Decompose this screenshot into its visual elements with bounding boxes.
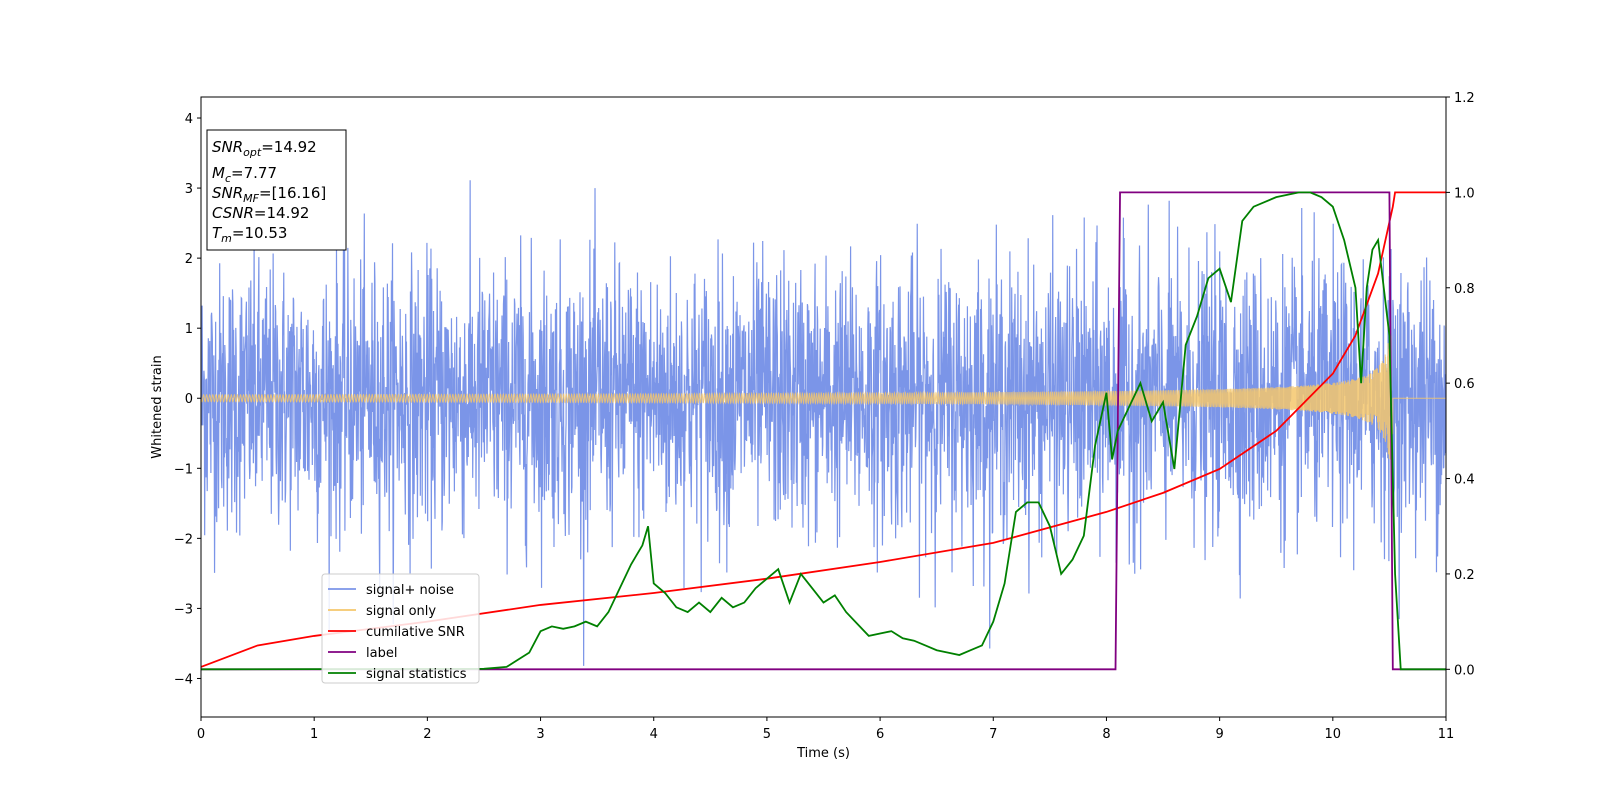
series-signal-only-line	[201, 335, 1446, 460]
tm-value: =10.53	[232, 224, 288, 242]
snr-mf-symbol: SNR	[212, 184, 243, 202]
legend-label: cumilative SNR	[366, 625, 465, 640]
x-tick-label: 1	[310, 727, 318, 742]
mc-value: =7.77	[231, 164, 277, 182]
x-tick-label: 10	[1325, 727, 1342, 742]
y-left-tick-label: −2	[174, 532, 193, 547]
mc-sub: c	[225, 172, 231, 185]
y-left-tick-label: 3	[185, 182, 193, 197]
y-left-tick-label: −3	[174, 602, 193, 617]
legend-label: signal+ noise	[366, 583, 454, 598]
snr-opt-symbol: SNR	[212, 138, 243, 156]
snr-opt-value: =14.92	[261, 138, 317, 156]
csnr-value: =14.92	[254, 204, 310, 222]
y-left-tick-label: 2	[185, 252, 193, 267]
x-tick-label: 9	[1215, 727, 1223, 742]
tm-symbol: T	[212, 224, 223, 242]
x-tick-label: 8	[1102, 727, 1110, 742]
snr-opt-sub: opt	[243, 146, 262, 159]
y-right-tick-label: 1.2	[1454, 91, 1475, 106]
svg-text:SNRMF=[16.16]: SNRMF=[16.16]	[212, 184, 326, 205]
snr-mf-sub: MF	[243, 192, 259, 205]
x-tick-label: 6	[876, 727, 884, 742]
mc-symbol: M	[212, 164, 225, 182]
x-tick-label: 3	[536, 727, 544, 742]
csnr-symbol: CSNR	[212, 204, 254, 222]
svg-text:SNRopt=14.92: SNRopt=14.92	[212, 138, 317, 159]
y-right-tick-label: 0.6	[1454, 377, 1475, 392]
y-left-tick-label: −1	[174, 462, 193, 477]
svg-text:Mc=7.77: Mc=7.77	[212, 164, 277, 185]
plot-area-frame	[200, 96, 1447, 718]
x-axis-label: Time (s)	[796, 746, 850, 761]
legend-label: label	[366, 646, 397, 661]
x-tick-label: 11	[1438, 727, 1455, 742]
y-left-tick-label: 1	[185, 322, 193, 337]
legend-label: signal statistics	[366, 667, 467, 682]
y-axis-label: Whitened strain	[150, 355, 165, 458]
svg-text:CSNR=14.92: CSNR=14.92	[212, 204, 309, 222]
y-right-tick-label: 1.0	[1454, 186, 1475, 201]
x-tick-label: 4	[650, 727, 658, 742]
annotation-box: SNRopt=14.92 Mc=7.77 SNRMF=[16.16] CSNR=…	[206, 129, 347, 251]
y-left-tick-label: 4	[185, 112, 193, 127]
legend: signal+ noise signal only cumilative SNR la…	[321, 573, 480, 684]
x-tick-label: 5	[763, 727, 771, 742]
y-right-tick-label: 0.2	[1454, 568, 1475, 583]
y-left-tick-label: 0	[185, 392, 193, 407]
x-tick-label: 2	[423, 727, 431, 742]
tm-sub: m	[221, 232, 232, 245]
y-right-tick-label: 0.8	[1454, 282, 1475, 297]
x-tick-label: 0	[197, 727, 205, 742]
series-signal-statistics-line	[201, 191, 1446, 671]
series-signal-noise-line	[201, 180, 1446, 666]
svg-text:Tm=10.53: Tm=10.53	[212, 224, 287, 245]
y-right-tick-label: 0.0	[1454, 663, 1475, 678]
legend-label: signal only	[366, 604, 436, 619]
y-right-tick-label: 0.4	[1454, 473, 1475, 488]
y-left-tick-label: −4	[174, 672, 193, 687]
snr-mf-value: =[16.16]	[259, 184, 326, 202]
x-tick-label: 7	[989, 727, 997, 742]
